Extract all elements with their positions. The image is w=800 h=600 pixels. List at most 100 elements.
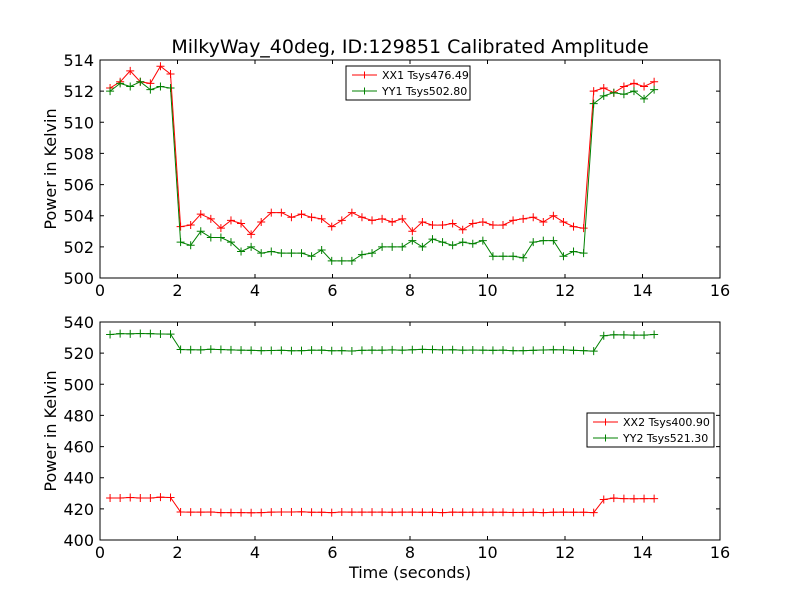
data-point [146, 329, 155, 338]
data-point [478, 346, 487, 355]
data-point [599, 495, 608, 504]
data-point [347, 208, 356, 217]
data-point [619, 494, 628, 503]
data-point [488, 346, 497, 355]
data-point [529, 238, 538, 247]
data-point [307, 213, 316, 222]
data-point [237, 508, 246, 517]
data-point [327, 508, 336, 517]
data-point [267, 208, 276, 217]
data-point [176, 345, 185, 354]
data-point [337, 346, 346, 355]
data-point [327, 256, 336, 265]
x-tick-label: 6 [327, 543, 337, 562]
data-point [519, 214, 528, 223]
data-point [579, 508, 588, 517]
data-point [549, 236, 558, 245]
data-point [448, 345, 457, 354]
data-point [640, 331, 649, 340]
data-point [368, 508, 377, 517]
data-point [599, 84, 608, 93]
data-point [629, 87, 638, 96]
x-tick-label: 8 [405, 281, 415, 300]
data-point [186, 508, 195, 517]
legend-entry: XX2 Tsys400.90 [623, 416, 710, 429]
data-point [357, 346, 366, 355]
data-point [206, 233, 215, 242]
data-point [499, 346, 507, 355]
data-point [448, 241, 457, 250]
data-point [418, 345, 427, 354]
data-point [317, 214, 326, 223]
data-point [297, 249, 306, 258]
data-point [478, 236, 487, 245]
data-point [378, 346, 387, 355]
data-point [126, 329, 135, 338]
legend-box [345, 65, 471, 101]
data-point [609, 494, 618, 503]
data-point [247, 508, 256, 517]
data-point [247, 242, 256, 251]
data-point [559, 345, 568, 354]
data-point [146, 493, 155, 502]
data-point [156, 62, 165, 71]
y-tick-label: 504 [63, 207, 94, 226]
legend-marker [361, 71, 368, 79]
data-point [106, 493, 115, 502]
data-point [287, 346, 296, 355]
data-point [589, 87, 598, 96]
data-point [619, 330, 628, 339]
data-point [146, 85, 155, 94]
data-point [378, 508, 387, 517]
data-point [156, 82, 165, 91]
data-point [287, 507, 296, 516]
data-point [458, 346, 467, 355]
data-point [206, 345, 215, 354]
data-point [297, 507, 306, 516]
data-point [519, 253, 528, 262]
data-point [428, 235, 437, 244]
data-point [206, 214, 215, 223]
data-point [529, 213, 538, 222]
x-tick-label: 14 [632, 281, 652, 300]
data-point [478, 217, 487, 226]
data-point [166, 493, 175, 502]
data-point [347, 346, 356, 355]
data-point [106, 87, 115, 96]
data-point [176, 238, 185, 247]
data-point [378, 242, 387, 251]
data-point [428, 345, 437, 354]
data-point [549, 345, 558, 354]
data-point [226, 238, 235, 247]
x-tick-label: 12 [555, 281, 575, 300]
data-point [196, 227, 205, 236]
data-point [347, 508, 356, 517]
data-point [529, 508, 538, 517]
data-point [327, 346, 336, 355]
x-tick-label: 16 [710, 543, 730, 562]
data-point [126, 493, 135, 502]
data-point [116, 79, 125, 88]
y-tick-label: 520 [63, 344, 94, 363]
data-point [176, 507, 185, 516]
data-point [116, 329, 125, 338]
data-point [216, 345, 225, 354]
data-point [418, 217, 427, 226]
data-point [277, 507, 286, 516]
data-point [226, 508, 235, 517]
data-point [216, 224, 225, 233]
x-tick-label: 6 [327, 281, 337, 300]
data-point [488, 508, 497, 517]
data-point [216, 508, 225, 517]
data-point [448, 508, 457, 517]
x-tick-label: 2 [172, 543, 182, 562]
data-point [549, 211, 558, 220]
y-tick-label: 500 [63, 269, 94, 288]
data-point [257, 217, 266, 226]
data-point [287, 249, 296, 258]
data-point [237, 247, 246, 256]
data-point [347, 256, 356, 265]
data-point [619, 82, 628, 91]
legend-box [586, 412, 715, 448]
legend-entry: YY1 Tsys502.80 [381, 85, 467, 98]
